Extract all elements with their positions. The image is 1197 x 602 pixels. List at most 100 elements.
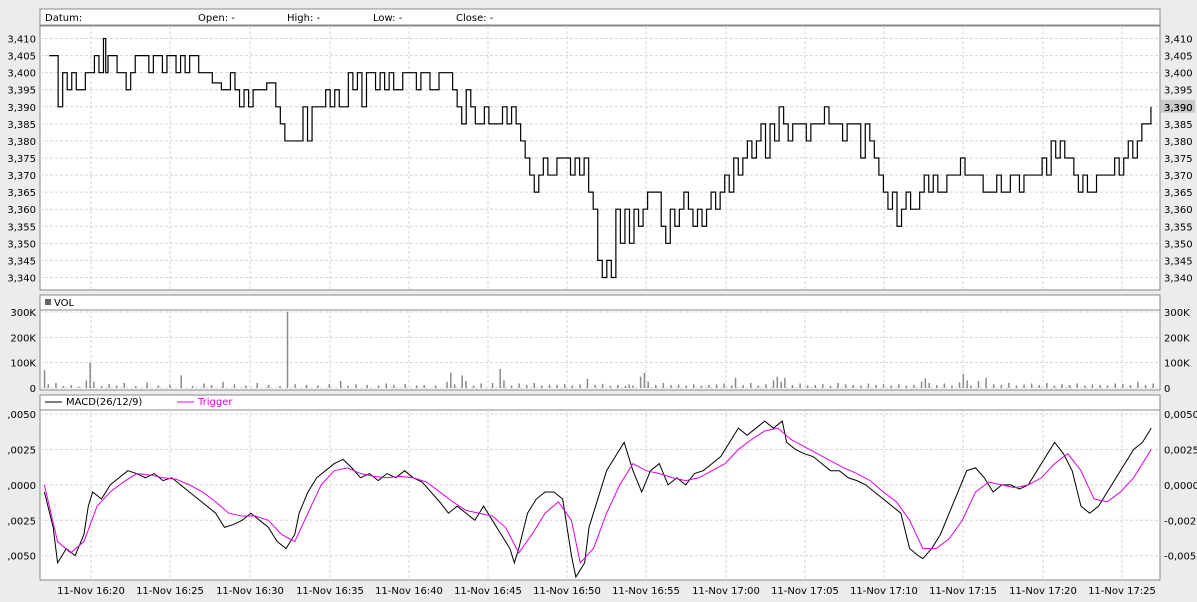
volume-bar	[55, 382, 57, 388]
volume-bar	[434, 385, 437, 388]
volume-bar	[385, 383, 387, 388]
price-y-tick-left: 3,390	[7, 103, 36, 114]
volume-bar	[951, 385, 953, 388]
x-tick-label: 11-Nov 16:35	[296, 586, 364, 597]
macd-line	[43, 420, 1152, 579]
header-strip	[39, 8, 1161, 26]
price-y-tick-right: 3,390	[1164, 103, 1193, 114]
volume-bar	[191, 385, 194, 388]
volume-bar	[609, 385, 611, 388]
macd-panel[interactable]	[39, 409, 1161, 581]
volume-bar	[377, 385, 380, 388]
volume-bar	[491, 382, 494, 388]
axis-labels: 11-Nov 16:20 11-Nov 16:25 11-Nov 16:30 11-N…	[7, 35, 1197, 597]
volume-bar	[723, 383, 725, 388]
volume-bar	[1038, 384, 1041, 388]
volume-bar	[453, 384, 456, 388]
volume-bar	[245, 385, 247, 388]
volume-bar	[1152, 383, 1154, 388]
volume-bar	[1099, 384, 1101, 388]
volume-bar	[499, 369, 501, 388]
volume-bar	[465, 380, 467, 388]
volume-panel[interactable]	[39, 309, 1161, 391]
volume-bar	[108, 384, 110, 388]
last-price-badge	[1161, 99, 1195, 113]
volume-bar	[1000, 384, 1003, 388]
last-price-label: 3,390	[1164, 103, 1193, 114]
volume-bar	[404, 384, 406, 388]
price-y-tick-right: 3,350	[1164, 239, 1193, 250]
open-label: Open: -	[198, 13, 235, 24]
volume-bar	[852, 384, 854, 388]
volume-bar	[267, 384, 270, 388]
x-tick-label: 11-Nov 16:45	[454, 586, 522, 597]
volume-bar	[677, 384, 680, 388]
volume-bar	[328, 384, 331, 388]
volume-bar	[518, 383, 520, 388]
volume-bar	[977, 380, 980, 388]
price-y-tick-left: 3,345	[7, 256, 36, 267]
x-tick-label: 11-Nov 17:20	[1009, 586, 1077, 597]
volume-bar	[1030, 383, 1033, 388]
volume-bar	[305, 384, 308, 388]
volume-bar	[480, 383, 482, 388]
volume-bar	[814, 384, 817, 388]
volume-legend-swatch-icon	[45, 299, 51, 305]
volume-bar	[708, 384, 710, 388]
volume-bar	[742, 384, 744, 388]
price-y-tick-right: 3,365	[1164, 188, 1193, 199]
volume-bar	[233, 384, 236, 388]
volume-bar	[924, 378, 927, 388]
volume-bar	[936, 384, 938, 388]
volume-bar	[571, 385, 574, 388]
volume-bar	[799, 383, 801, 388]
volume-bar	[1046, 382, 1048, 388]
volume-y-tick-left: 200K	[10, 333, 36, 344]
price-y-tick-left: 3,405	[7, 52, 36, 63]
x-tick-label: 11-Nov 16:40	[375, 586, 443, 597]
volume-bar	[1114, 383, 1116, 388]
volume-bar	[875, 384, 877, 388]
volume-bar	[1061, 384, 1063, 388]
volume-bar	[100, 385, 103, 388]
volume-bar	[806, 385, 809, 388]
volume-bar	[446, 381, 448, 388]
volume-y-tick-right: 100K	[1164, 359, 1190, 370]
volume-bar	[685, 385, 687, 388]
volume-bar	[970, 385, 972, 388]
price-y-tick-left: 3,385	[7, 120, 36, 131]
price-y-tick-right: 3,405	[1164, 52, 1193, 63]
price-y-tick-right: 3,385	[1164, 120, 1193, 131]
volume-bar	[43, 370, 46, 388]
volume-bar	[366, 384, 369, 388]
volume-bar	[1008, 382, 1010, 388]
volume-bar	[1068, 384, 1071, 388]
price-y-tick-left: 3,340	[7, 273, 36, 284]
volume-y-tick-left: 100K	[10, 359, 36, 370]
volume-bar	[510, 385, 513, 388]
volume-bar	[286, 312, 289, 388]
volume-bar	[829, 385, 832, 388]
volume-bar	[647, 381, 649, 388]
volume-bar	[157, 385, 160, 388]
macd-y-tick-left: ,0050	[7, 552, 36, 563]
volume-bar	[393, 384, 395, 388]
volume-bar	[85, 380, 88, 388]
volume-bar	[882, 384, 885, 388]
x-tick-label: 11-Nov 16:25	[136, 586, 204, 597]
volume-bar	[47, 384, 50, 388]
price-y-tick-right: 3,340	[1164, 273, 1193, 284]
volume-bar	[1076, 383, 1078, 388]
x-tick-label: 11-Nov 16:30	[216, 586, 284, 597]
volume-bar	[966, 380, 968, 388]
price-y-tick-left: 3,400	[7, 69, 36, 80]
price-y-tick-right: 3,370	[1164, 171, 1193, 182]
macd-y-tick-right: -0,0050	[1164, 552, 1197, 563]
high-label: High: -	[287, 13, 321, 24]
price-y-tick-left: 3,360	[7, 205, 36, 216]
volume-bar	[662, 382, 665, 388]
volume-bar	[222, 381, 224, 388]
volume-bar	[339, 380, 342, 388]
